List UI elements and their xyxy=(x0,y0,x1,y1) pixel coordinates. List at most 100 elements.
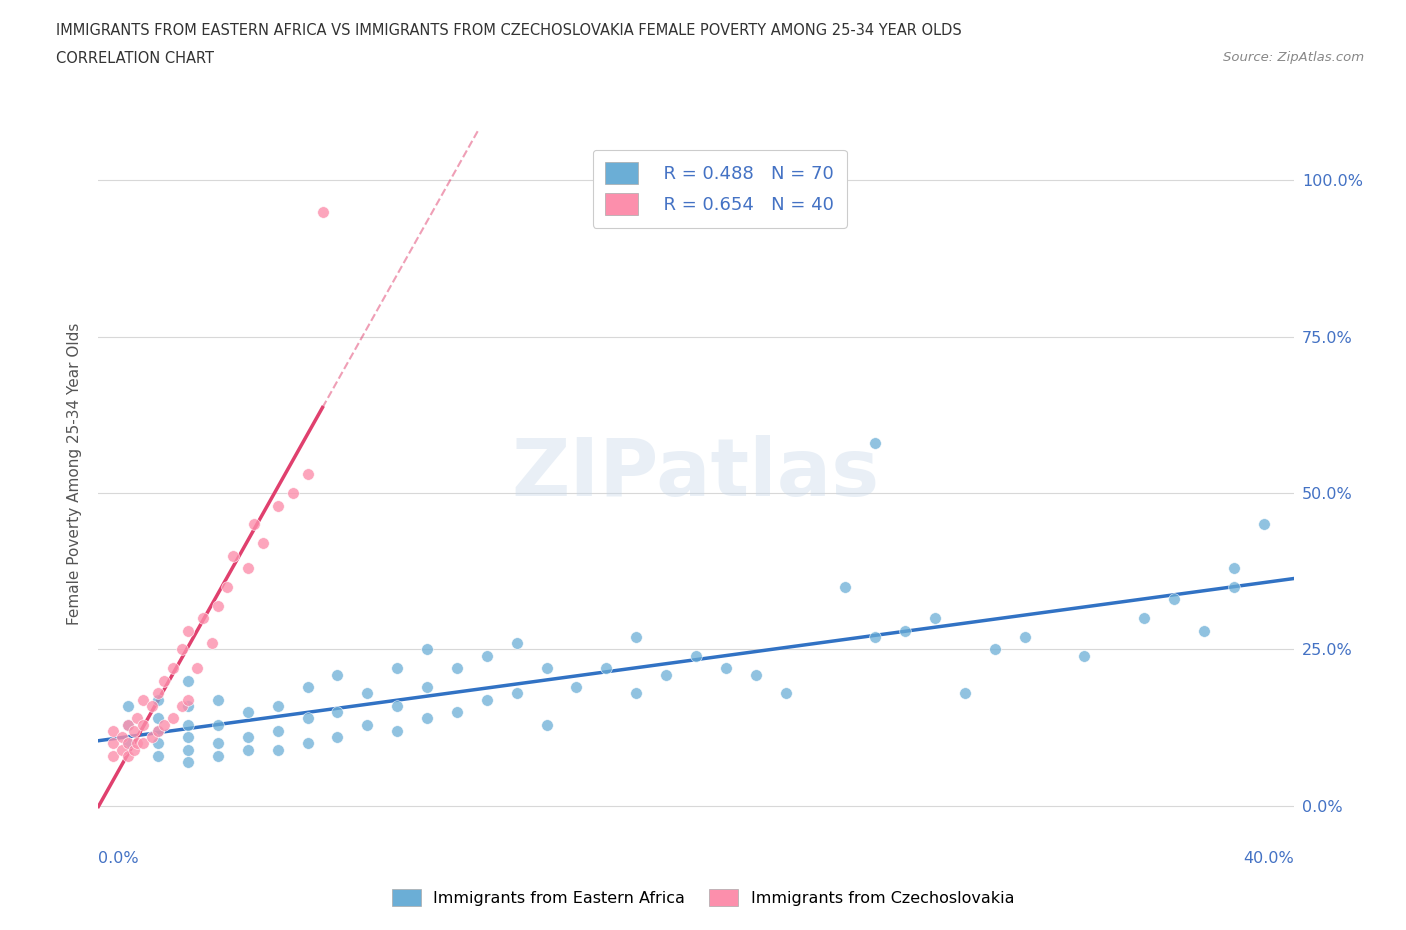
Point xyxy=(162,661,184,676)
Point xyxy=(103,736,125,751)
Point xyxy=(475,648,498,663)
Point xyxy=(416,642,439,657)
Point xyxy=(215,579,238,594)
Point xyxy=(117,698,139,713)
Point xyxy=(1014,630,1036,644)
Point xyxy=(127,736,149,751)
Point xyxy=(236,561,259,576)
Point xyxy=(207,717,229,732)
Point xyxy=(243,517,266,532)
Point xyxy=(924,611,946,626)
Point xyxy=(177,698,200,713)
Point xyxy=(385,661,409,676)
Point xyxy=(953,685,976,700)
Point xyxy=(117,736,139,751)
Point xyxy=(191,611,214,626)
Point xyxy=(311,204,333,219)
Point xyxy=(506,636,529,651)
Point xyxy=(162,711,184,725)
Point xyxy=(416,680,439,695)
Text: CORRELATION CHART: CORRELATION CHART xyxy=(56,51,214,66)
Point xyxy=(775,685,797,700)
Point xyxy=(385,724,409,738)
Point xyxy=(536,717,558,732)
Point xyxy=(267,724,290,738)
Point xyxy=(655,667,678,682)
Point xyxy=(141,698,163,713)
Point xyxy=(207,598,229,613)
Point xyxy=(177,754,200,769)
Point xyxy=(565,680,588,695)
Point xyxy=(267,498,290,513)
Point xyxy=(132,717,155,732)
Point xyxy=(326,705,349,720)
Point xyxy=(207,749,229,764)
Point xyxy=(1133,611,1156,626)
Point xyxy=(475,692,498,707)
Point xyxy=(416,711,439,725)
Legend:   R = 0.488   N = 70,   R = 0.654   N = 40: R = 0.488 N = 70, R = 0.654 N = 40 xyxy=(593,150,846,228)
Point xyxy=(297,736,319,751)
Point xyxy=(297,680,319,695)
Point xyxy=(132,692,155,707)
Point xyxy=(207,736,229,751)
Point xyxy=(177,742,200,757)
Point xyxy=(177,717,200,732)
Point xyxy=(745,667,768,682)
Point xyxy=(153,717,176,732)
Point xyxy=(177,730,200,745)
Point xyxy=(124,742,146,757)
Point xyxy=(297,467,319,482)
Point xyxy=(446,661,468,676)
Point xyxy=(148,736,170,751)
Point xyxy=(267,698,290,713)
Text: Source: ZipAtlas.com: Source: ZipAtlas.com xyxy=(1223,51,1364,64)
Point xyxy=(1253,517,1275,532)
Point xyxy=(356,717,378,732)
Point xyxy=(536,661,558,676)
Legend: Immigrants from Eastern Africa, Immigrants from Czechoslovakia: Immigrants from Eastern Africa, Immigran… xyxy=(385,883,1021,912)
Point xyxy=(446,705,468,720)
Point xyxy=(595,661,617,676)
Point xyxy=(117,736,139,751)
Text: IMMIGRANTS FROM EASTERN AFRICA VS IMMIGRANTS FROM CZECHOSLOVAKIA FEMALE POVERTY : IMMIGRANTS FROM EASTERN AFRICA VS IMMIGR… xyxy=(56,23,962,38)
Point xyxy=(148,711,170,725)
Point xyxy=(894,623,917,638)
Point xyxy=(124,724,146,738)
Point xyxy=(1073,648,1095,663)
Point xyxy=(172,698,194,713)
Text: 40.0%: 40.0% xyxy=(1243,851,1294,866)
Point xyxy=(222,548,245,563)
Point xyxy=(177,673,200,688)
Point xyxy=(148,724,170,738)
Point xyxy=(506,685,529,700)
Point xyxy=(127,711,149,725)
Point xyxy=(1163,592,1185,607)
Point xyxy=(111,742,134,757)
Point xyxy=(132,736,155,751)
Point xyxy=(201,636,224,651)
Point xyxy=(714,661,737,676)
Point xyxy=(236,742,259,757)
Point xyxy=(865,435,887,450)
Point xyxy=(626,630,648,644)
Point xyxy=(148,749,170,764)
Point xyxy=(326,730,349,745)
Point xyxy=(172,642,194,657)
Point xyxy=(148,724,170,738)
Point xyxy=(177,623,200,638)
Point xyxy=(177,692,200,707)
Point xyxy=(297,711,319,725)
Point xyxy=(267,742,290,757)
Point xyxy=(326,667,349,682)
Point xyxy=(103,749,125,764)
Point xyxy=(186,661,208,676)
Text: ZIPatlas: ZIPatlas xyxy=(512,435,880,513)
Point xyxy=(834,579,856,594)
Point xyxy=(865,630,887,644)
Point xyxy=(626,685,648,700)
Point xyxy=(103,724,125,738)
Point xyxy=(1223,561,1246,576)
Point xyxy=(252,536,274,551)
Y-axis label: Female Poverty Among 25-34 Year Olds: Female Poverty Among 25-34 Year Olds xyxy=(67,323,83,626)
